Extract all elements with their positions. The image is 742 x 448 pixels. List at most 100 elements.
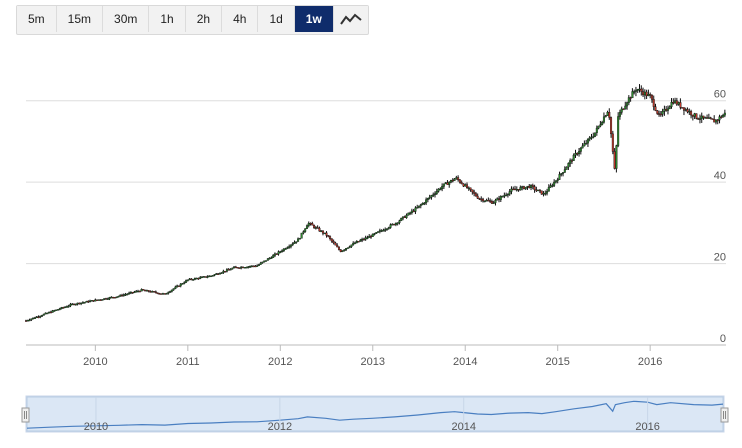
candle <box>659 110 662 117</box>
candle <box>177 285 180 287</box>
timeframe-button-30m[interactable]: 30m <box>103 6 150 32</box>
candle-body <box>215 273 218 275</box>
x-tick-label-2010: 2010 <box>83 356 107 368</box>
candle-body <box>565 166 568 170</box>
candle <box>594 132 597 138</box>
candle <box>53 309 56 312</box>
candle-body <box>73 303 76 306</box>
candle <box>698 114 701 124</box>
navigator-series <box>26 400 724 429</box>
candle-body <box>579 147 582 152</box>
candle <box>113 297 116 299</box>
timeframe-button-4h[interactable]: 4h <box>222 6 259 32</box>
timeframe-button-1w[interactable]: 1w <box>294 6 334 32</box>
navigator-handle-right[interactable] <box>720 407 729 423</box>
candle <box>578 148 581 157</box>
timeframe-button-1d[interactable]: 1d <box>258 6 295 32</box>
candle <box>588 136 591 142</box>
candle-body <box>542 193 545 195</box>
candle-body <box>339 249 342 253</box>
timeframe-button-15m[interactable]: 15m <box>56 6 104 32</box>
candle <box>295 241 298 244</box>
candle-body <box>103 298 106 300</box>
candle-body <box>421 203 424 205</box>
candle-body <box>666 108 669 111</box>
candle-body <box>341 250 344 253</box>
candle <box>62 306 65 309</box>
candle-body <box>473 191 476 194</box>
range-navigator[interactable]: 2010 2012 2014 2016 <box>0 390 742 438</box>
candle <box>288 244 291 249</box>
candle <box>645 89 648 100</box>
candle-body <box>289 244 292 247</box>
candle-body <box>510 188 513 192</box>
candle-body <box>112 296 115 299</box>
candle-body <box>682 107 685 111</box>
candle <box>144 289 147 292</box>
navigator-selection[interactable] <box>26 396 724 432</box>
candle-body <box>74 303 77 306</box>
candle-body <box>697 118 700 120</box>
candle-body <box>688 111 691 113</box>
candle-body <box>332 241 335 244</box>
candle-body <box>144 289 147 292</box>
candle <box>629 96 632 102</box>
candle <box>165 292 168 295</box>
candle <box>81 301 84 304</box>
candle-body <box>716 119 719 122</box>
candle <box>410 208 413 215</box>
candle <box>512 186 515 191</box>
candle <box>417 205 420 209</box>
timeframe-button-5m[interactable]: 5m <box>17 6 57 32</box>
candle <box>554 180 557 184</box>
candle <box>42 313 45 316</box>
candle <box>270 256 273 259</box>
candle <box>304 228 307 233</box>
candle <box>364 235 367 241</box>
candle-body <box>691 114 694 117</box>
timeframe-button-2h[interactable]: 2h <box>185 6 223 32</box>
candle-body <box>706 117 709 119</box>
candle-body <box>558 174 561 180</box>
candle-body <box>485 199 488 202</box>
candle-body <box>284 248 287 250</box>
candle <box>25 319 28 322</box>
candle-body <box>62 307 65 309</box>
candle-body <box>501 196 504 198</box>
navigator-handle-left[interactable] <box>21 407 30 423</box>
candle-body <box>455 177 458 180</box>
candle <box>633 89 636 95</box>
candle <box>252 265 255 268</box>
candle-body <box>611 133 614 152</box>
candle <box>441 183 444 192</box>
candle <box>434 191 437 198</box>
candle-body <box>538 189 541 192</box>
candle-body <box>562 172 565 174</box>
candle <box>681 107 684 109</box>
candle <box>362 237 365 241</box>
candle <box>419 203 422 209</box>
candle <box>505 192 508 197</box>
candle-body <box>300 232 303 239</box>
candle-body <box>348 246 351 248</box>
price-chart[interactable]: 0 20 40 60 2010 2011 2012 2013 2014 2015 2016 <box>0 40 742 370</box>
candle <box>537 189 540 192</box>
candle <box>160 293 163 295</box>
candle-body <box>407 212 410 216</box>
candle <box>615 144 618 173</box>
candle <box>405 213 408 219</box>
candle <box>508 189 511 196</box>
chart-type-button[interactable] <box>333 6 368 32</box>
candle-body <box>586 138 589 144</box>
candle-body <box>316 227 319 229</box>
candle-body <box>256 265 259 267</box>
timeframe-button-1h[interactable]: 1h <box>149 6 186 32</box>
candle <box>112 296 115 299</box>
candle-body <box>702 115 705 118</box>
candle-body <box>482 198 485 202</box>
candle-body <box>385 228 388 230</box>
candle <box>33 316 36 320</box>
candle-body <box>704 117 707 119</box>
candle <box>176 284 179 288</box>
candle-body <box>122 294 125 296</box>
